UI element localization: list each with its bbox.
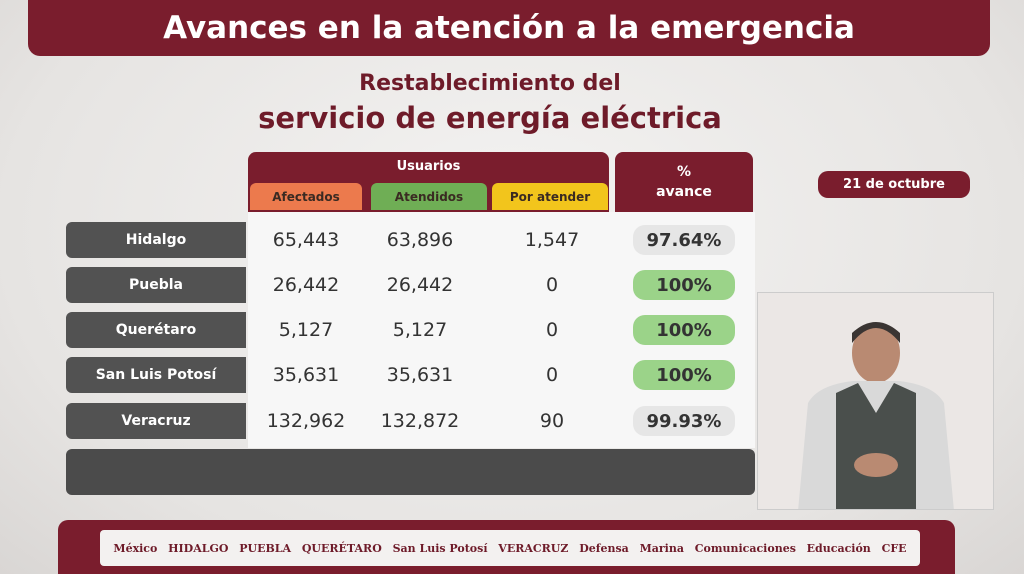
cell-value: 0	[545, 364, 559, 386]
logo: México	[113, 541, 158, 555]
interpreter-video	[757, 292, 994, 510]
date: 21 de octubre	[818, 171, 970, 198]
logo: San Luis Potosí	[392, 541, 488, 555]
logo-strip: México HIDALGO PUEBLA QUERÉTARO San Luis Pot…	[100, 530, 920, 566]
percent-pill: 99.93%	[633, 406, 735, 436]
logo: HIDALGO	[168, 541, 229, 555]
percent-pill: 100%	[633, 315, 735, 345]
cell-value: 26,442	[386, 274, 454, 296]
percent-label: avance	[656, 184, 712, 200]
column-header: Por atender	[492, 183, 608, 210]
title: Avances en la atención a la emergencia	[163, 10, 855, 46]
subtitle-line: servicio de energía eléctrica	[258, 101, 722, 135]
cell-value: 63,896	[386, 229, 454, 251]
state-label: Hidalgo	[66, 222, 246, 258]
cell-value: 5,127	[392, 319, 448, 341]
group-header: Usuarios	[396, 158, 461, 174]
cell-value: 35,631	[272, 364, 340, 386]
state-label: Puebla	[66, 267, 246, 303]
total-row	[66, 449, 755, 495]
cell-value: 90	[539, 410, 565, 432]
state-label: Veracruz	[66, 403, 246, 439]
cell-value: 5,127	[278, 319, 334, 341]
cell-value: 1,547	[524, 229, 580, 251]
cell-value: 35,631	[386, 364, 454, 386]
interpreter	[798, 322, 954, 509]
logo: Marina	[639, 541, 684, 555]
logo: CFE	[881, 541, 907, 555]
state-label: Querétaro	[66, 312, 246, 348]
percent-pill: 100%	[633, 360, 735, 390]
logo: VERACRUZ	[498, 541, 569, 555]
logo: PUEBLA	[239, 541, 292, 555]
column-header: Atendidos	[371, 183, 487, 210]
logo: Comunicaciones	[694, 541, 796, 555]
percent-pill: 97.64%	[633, 225, 735, 255]
title-bar: Avances en la atención a la emergencia	[28, 0, 990, 56]
cell-value: 132,872	[380, 410, 460, 432]
cell-value: 0	[545, 319, 559, 341]
logo: QUERÉTARO	[301, 541, 382, 555]
column-header: Afectados	[250, 183, 362, 210]
percent-symbol: %	[676, 164, 692, 180]
percent-pill: 100%	[633, 270, 735, 300]
cell-value: 0	[545, 274, 559, 296]
logo: Educación	[806, 541, 871, 555]
state-label: San Luis Potosí	[66, 357, 246, 393]
cell-value: 65,443	[272, 229, 340, 251]
cell-value: 132,962	[266, 410, 346, 432]
cell-value: 26,442	[272, 274, 340, 296]
logo: Defensa	[579, 541, 629, 555]
subtitle-line: Restablecimiento del	[359, 70, 621, 96]
percent-header: % avance	[615, 152, 753, 212]
